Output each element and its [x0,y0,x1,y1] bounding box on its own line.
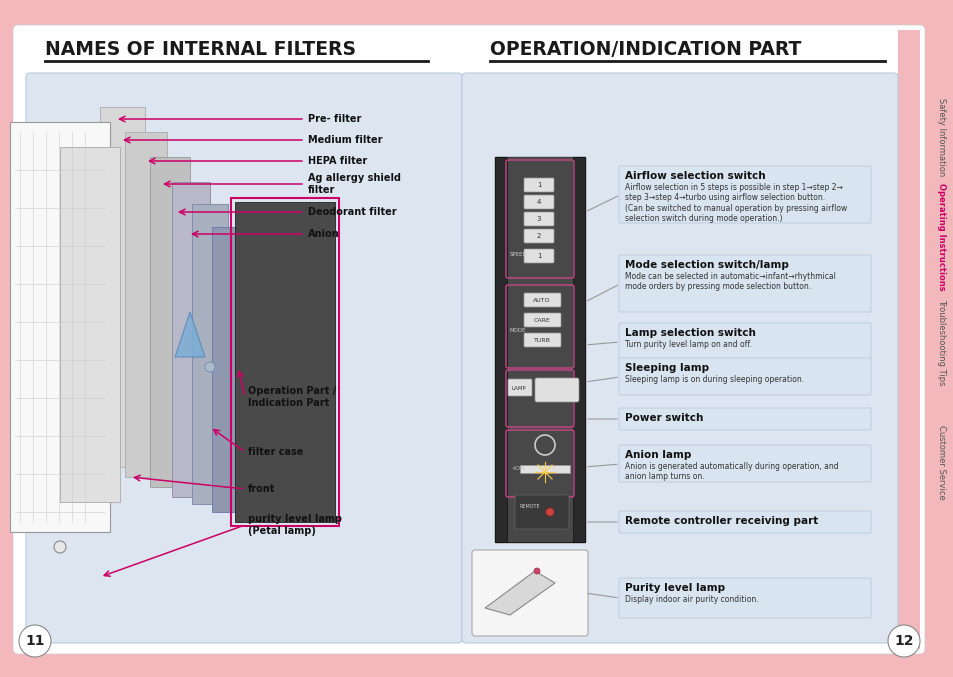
Text: Mode selection switch/lamp: Mode selection switch/lamp [624,260,788,270]
Text: Display indoor air purity condition.: Display indoor air purity condition. [624,595,758,604]
Bar [495,157,584,542]
FancyBboxPatch shape [535,378,578,402]
Bar [506,157,573,542]
Bar [231,198,338,526]
Text: MODE: MODE [510,328,526,334]
Text: Operation Part /
Indication Part: Operation Part / Indication Part [248,386,335,408]
Text: 1: 1 [537,182,540,188]
FancyBboxPatch shape [523,293,560,307]
FancyBboxPatch shape [507,379,532,396]
Text: front: front [248,484,275,494]
Text: Medium filter: Medium filter [308,135,382,145]
FancyBboxPatch shape [523,178,554,192]
Text: 1: 1 [537,253,540,259]
Circle shape [545,508,554,516]
FancyBboxPatch shape [461,73,897,643]
Text: CARE: CARE [533,318,550,322]
Bar [573,157,584,542]
Text: Purity level lamp: Purity level lamp [624,583,724,593]
Text: purity level lamp
(Petal lamp): purity level lamp (Petal lamp) [248,515,341,536]
Text: OPERATION/INDICATION PART: OPERATION/INDICATION PART [490,40,801,59]
FancyBboxPatch shape [515,495,568,529]
Text: Troubleshooting Tips: Troubleshooting Tips [937,299,945,385]
Text: Deodorant filter: Deodorant filter [308,207,396,217]
FancyBboxPatch shape [523,195,554,209]
Bar [125,132,167,477]
Text: TURB: TURB [533,338,550,343]
Bar [10,122,110,532]
Bar [100,107,145,467]
FancyBboxPatch shape [13,25,924,654]
Circle shape [205,362,214,372]
FancyBboxPatch shape [618,255,870,312]
Text: Turn purity level lamp on and off.: Turn purity level lamp on and off. [624,340,751,349]
Text: Lamp selection switch: Lamp selection switch [624,328,755,338]
FancyBboxPatch shape [618,358,870,395]
Text: SPEED: SPEED [510,251,527,257]
FancyBboxPatch shape [523,333,560,347]
Text: Safety Information: Safety Information [937,98,945,176]
Text: REMOTE: REMOTE [519,504,540,510]
Text: Anion lamp: Anion lamp [624,450,691,460]
FancyBboxPatch shape [523,313,560,327]
Text: Ag allergy shield
filter: Ag allergy shield filter [308,173,400,195]
Bar [212,227,246,512]
Polygon shape [484,571,555,615]
FancyBboxPatch shape [618,323,870,360]
Circle shape [54,541,66,553]
FancyBboxPatch shape [472,550,587,636]
Circle shape [19,625,51,657]
Text: Operating Instructions: Operating Instructions [937,183,945,291]
Text: LAMP: LAMP [512,385,526,391]
Text: 2: 2 [537,233,540,239]
FancyBboxPatch shape [618,445,870,482]
Text: 4: 4 [537,199,540,205]
FancyBboxPatch shape [618,511,870,533]
Text: Anion: Anion [308,229,339,239]
Text: filter case: filter case [248,447,303,457]
Text: -ION: -ION [512,466,525,471]
Text: Anion is generated automatically during operation, and
anion lamp turns on.: Anion is generated automatically during … [624,462,838,481]
Bar [519,465,569,473]
Bar [234,202,335,522]
Text: Customer Service: Customer Service [937,424,945,500]
Text: Sleeping lamp is on during sleeping operation.: Sleeping lamp is on during sleeping oper… [624,375,803,384]
Bar [60,147,120,502]
FancyBboxPatch shape [618,166,870,223]
Text: NAMES OF INTERNAL FILTERS: NAMES OF INTERNAL FILTERS [45,40,355,59]
Text: Mode can be selected in automatic→infant→rhythmical
mode orders by pressing mode: Mode can be selected in automatic→infant… [624,272,835,291]
Polygon shape [174,312,205,357]
FancyBboxPatch shape [523,212,554,226]
FancyBboxPatch shape [523,249,554,263]
Circle shape [534,568,539,574]
Text: Power switch: Power switch [624,413,702,423]
FancyBboxPatch shape [618,408,870,430]
Text: 11: 11 [25,634,45,648]
Text: Airflow selection switch: Airflow selection switch [624,171,765,181]
Text: Sleeping lamp: Sleeping lamp [624,363,708,373]
Bar [495,157,506,542]
FancyBboxPatch shape [618,578,870,618]
Circle shape [887,625,919,657]
Bar [897,30,919,649]
Text: 12: 12 [893,634,913,648]
Bar [192,204,228,504]
Text: AUTO: AUTO [533,297,550,303]
Text: Airflow selection in 5 steps is possible in step 1→step 2→
step 3→step 4→turbo u: Airflow selection in 5 steps is possible… [624,183,846,223]
Text: HEPA filter: HEPA filter [308,156,367,166]
FancyBboxPatch shape [523,229,554,243]
Bar [150,157,190,487]
FancyBboxPatch shape [26,73,461,643]
Text: 3: 3 [537,216,540,222]
Bar [172,182,210,497]
Text: Remote controller receiving part: Remote controller receiving part [624,516,818,526]
Text: Pre- filter: Pre- filter [308,114,361,124]
